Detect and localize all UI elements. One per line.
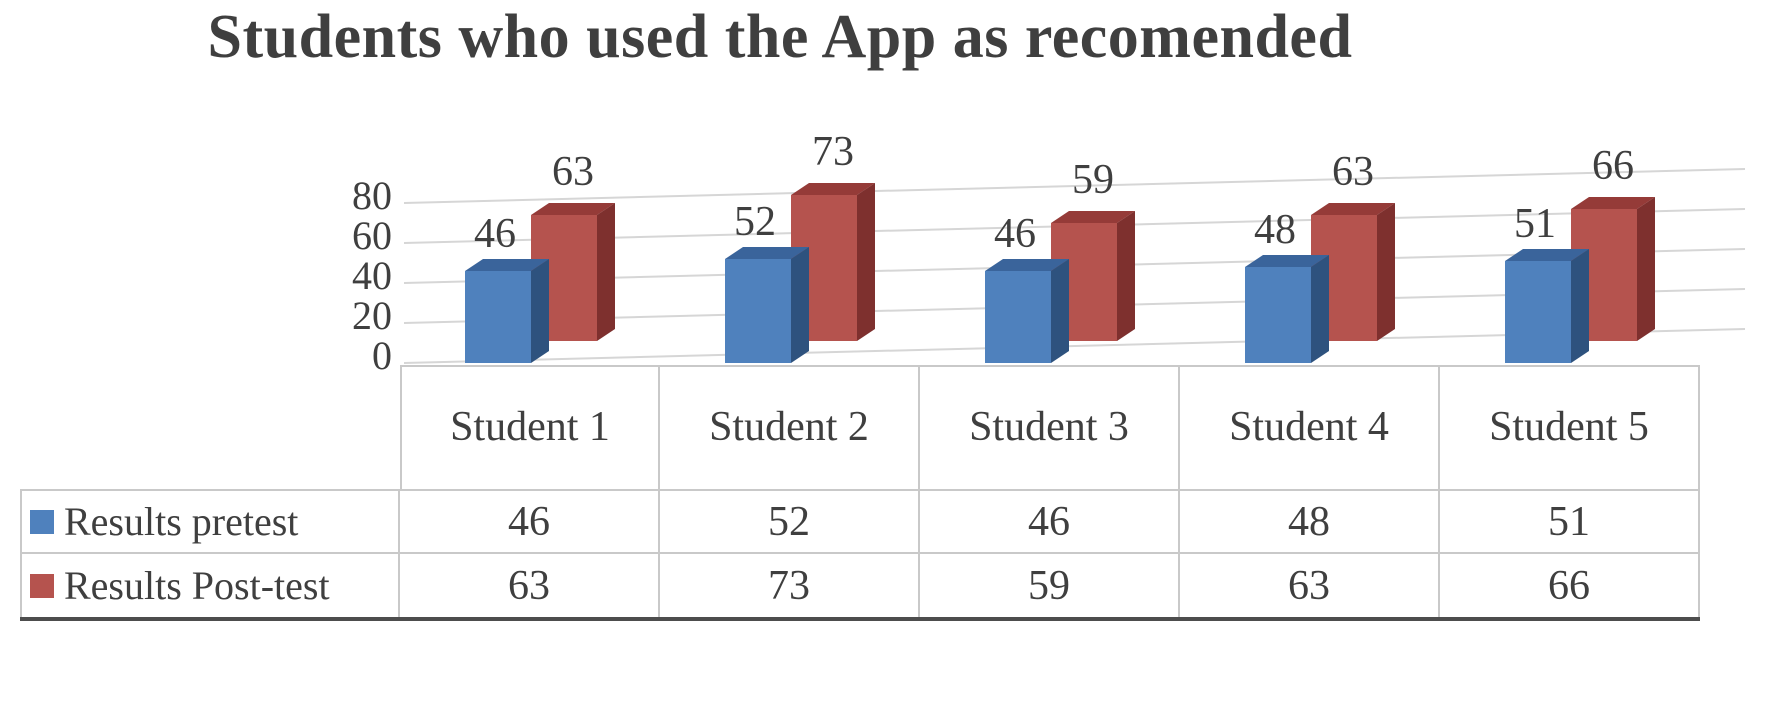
bar-pretest-student-2-top-face: [725, 247, 809, 259]
category-label-student-3: Student 3: [969, 404, 1129, 451]
bar-posttest-student-2-top-face: [791, 183, 875, 195]
bar-pretest-student-4-front-face: [1245, 267, 1311, 363]
legend-key-pretest: [30, 509, 54, 534]
y-tick-label-0: 0: [372, 333, 392, 378]
value-pretest-student-4: 48: [1180, 491, 1440, 554]
bar-pretest-student-4-side-face: [1311, 255, 1329, 363]
data-label-pretest-student-2: 52: [734, 199, 776, 245]
category-cell-student-3: Student 3: [920, 365, 1180, 491]
data-label-posttest-student-1: 63: [552, 149, 594, 195]
y-tick-label-20: 20: [352, 293, 392, 338]
bar-pretest-student-3-side-face: [1051, 259, 1069, 363]
data-label-pretest-student-3: 46: [994, 211, 1036, 257]
category-cell-student-2: Student 2: [660, 365, 920, 491]
legend-label-posttest: Results Post-test: [64, 563, 330, 608]
bar-pretest-student-2-front-face: [725, 259, 791, 363]
bar-posttest-student-5-top-face: [1571, 197, 1655, 209]
category-label-student-1: Student 1: [450, 404, 610, 451]
y-tick-label-40: 40: [352, 253, 392, 298]
bar-pretest-student-5-side-face: [1571, 249, 1589, 363]
value-posttest-student-5: 66: [1440, 554, 1700, 617]
value-pretest-student-5: 51: [1440, 491, 1700, 554]
bar-pretest-student-4-top-face: [1245, 255, 1329, 267]
value-pretest-student-3: 46: [920, 491, 1180, 554]
data-table: Student 1 Student 2 Student 3 Student 4 Stud…: [20, 365, 1700, 621]
bar-posttest-student-1-side-face: [597, 203, 615, 341]
y-tick-label-60: 60: [352, 213, 392, 258]
data-label-posttest-student-4: 63: [1332, 149, 1374, 195]
value-posttest-student-3: 59: [920, 554, 1180, 617]
bar-pretest-student-1-front-face: [465, 271, 531, 363]
category-cell-student-1: Student 1: [400, 365, 660, 491]
data-label-pretest-student-1: 46: [474, 211, 516, 257]
bar-pretest-student-2-side-face: [791, 247, 809, 363]
bar-pretest-student-5-front-face: [1505, 261, 1571, 363]
legend-cell-posttest: Results Post-test: [20, 554, 400, 617]
bar-pretest-student-3-top-face: [985, 259, 1069, 271]
data-label-pretest-student-5: 51: [1514, 201, 1556, 247]
bar-pretest-student-5-top-face: [1505, 249, 1589, 261]
bar-posttest-student-3-side-face: [1117, 211, 1135, 341]
category-label-student-2: Student 2: [709, 404, 869, 451]
legend-key-posttest: [30, 573, 54, 598]
bar-pretest-student-3-front-face: [985, 271, 1051, 363]
data-label-pretest-student-4: 48: [1254, 207, 1296, 253]
bar-pretest-student-1-top-face: [465, 259, 549, 271]
bar-posttest-student-3-top-face: [1051, 211, 1135, 223]
table-corner-empty: [20, 365, 400, 491]
data-label-posttest-student-5: 66: [1592, 143, 1634, 189]
bar-posttest-student-2-side-face: [857, 183, 875, 341]
gridline-80: [403, 168, 1746, 204]
chart-title: Students who used the App as recomended: [207, 3, 1353, 71]
bar-posttest-student-4-side-face: [1377, 203, 1395, 341]
legend-cell-pretest: Results pretest: [20, 491, 400, 554]
value-pretest-student-2: 52: [660, 491, 920, 554]
y-tick-label-80: 80: [352, 173, 392, 218]
bar-posttest-student-1-top-face: [531, 203, 615, 215]
category-cell-student-5: Student 5: [1440, 365, 1700, 491]
category-label-student-5: Student 5: [1489, 404, 1649, 451]
data-label-posttest-student-2: 73: [812, 129, 854, 175]
value-posttest-student-2: 73: [660, 554, 920, 617]
value-posttest-student-1: 63: [400, 554, 660, 617]
bar-posttest-student-4-top-face: [1311, 203, 1395, 215]
value-pretest-student-1: 46: [400, 491, 660, 554]
category-cell-student-4: Student 4: [1180, 365, 1440, 491]
bar-pretest-student-1-side-face: [531, 259, 549, 363]
data-label-posttest-student-3: 59: [1072, 157, 1114, 203]
bar-posttest-student-5-side-face: [1637, 197, 1655, 341]
legend-label-pretest: Results pretest: [64, 499, 299, 544]
value-posttest-student-4: 63: [1180, 554, 1440, 617]
category-label-student-4: Student 4: [1229, 404, 1389, 451]
